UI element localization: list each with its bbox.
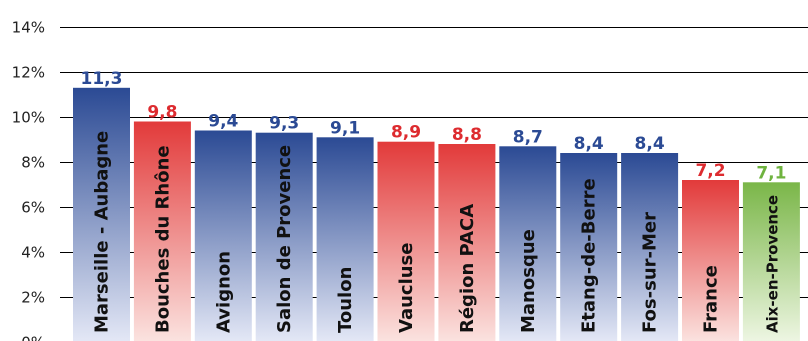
bar bbox=[621, 153, 679, 341]
bar-value-label: 9,4 bbox=[208, 112, 238, 132]
bar-value-label: 7,2 bbox=[695, 161, 725, 181]
y-tick-label: 10% bbox=[12, 109, 45, 127]
category-labels: Marseille - Aubagne Bouches du Rhône Avign… bbox=[92, 131, 782, 333]
category-label: France bbox=[701, 265, 722, 333]
bar-value-label: 8,7 bbox=[513, 127, 543, 147]
bar bbox=[742, 182, 800, 341]
category-label: Marseille - Aubagne bbox=[92, 131, 113, 333]
y-tick-label: 6% bbox=[21, 199, 45, 217]
bar bbox=[255, 132, 313, 341]
y-tick-label: 12% bbox=[12, 64, 45, 82]
bar-value-label: 8,9 bbox=[391, 123, 421, 143]
bar bbox=[377, 141, 435, 341]
bar bbox=[133, 121, 191, 341]
bar-value-label: 11,3 bbox=[81, 69, 123, 89]
y-tick-label: 0% bbox=[21, 334, 45, 341]
bar bbox=[682, 180, 739, 341]
bar bbox=[438, 144, 496, 341]
bar-value-label: 9,1 bbox=[330, 118, 360, 138]
bar-value-label: 8,8 bbox=[452, 125, 482, 145]
bar-value-label: 9,3 bbox=[269, 114, 299, 134]
category-label: Fos-sur-Mer bbox=[640, 212, 661, 333]
bars bbox=[73, 87, 800, 341]
category-label: Etang-de-Berre bbox=[579, 178, 600, 333]
bar-value-label: 7,1 bbox=[756, 163, 786, 183]
bar bbox=[499, 146, 557, 341]
category-label: Aix-en-Provence bbox=[763, 195, 781, 333]
category-label: Avignon bbox=[213, 251, 234, 333]
bar-value-label: 8,4 bbox=[635, 134, 665, 154]
y-tick-label: 14% bbox=[12, 19, 45, 37]
bar-value-label: 9,8 bbox=[147, 103, 177, 123]
value-labels: 11,3 9,8 9,4 9,3 9,1 8,9 8,8 8,7 8,4 8,4 7,2 7,1 bbox=[81, 69, 787, 184]
y-tick-label: 2% bbox=[21, 289, 45, 307]
y-axis-ticks: 0% 2% 4% 6% 8% 10% 12% 14% bbox=[12, 19, 45, 341]
bar bbox=[560, 153, 618, 341]
category-label: Toulon bbox=[335, 267, 356, 333]
y-tick-label: 8% bbox=[21, 154, 45, 172]
bar bbox=[73, 87, 130, 341]
bar bbox=[316, 137, 374, 341]
category-label: Bouches du Rhône bbox=[152, 145, 173, 333]
y-tick-label: 4% bbox=[21, 244, 45, 262]
category-label: Région PACA bbox=[457, 204, 478, 333]
category-label: Vaucluse bbox=[396, 243, 417, 333]
bar bbox=[194, 130, 252, 341]
category-label: Salon de Provence bbox=[274, 145, 295, 333]
bar-value-label: 8,4 bbox=[574, 134, 604, 154]
category-label: Manosque bbox=[518, 229, 539, 333]
